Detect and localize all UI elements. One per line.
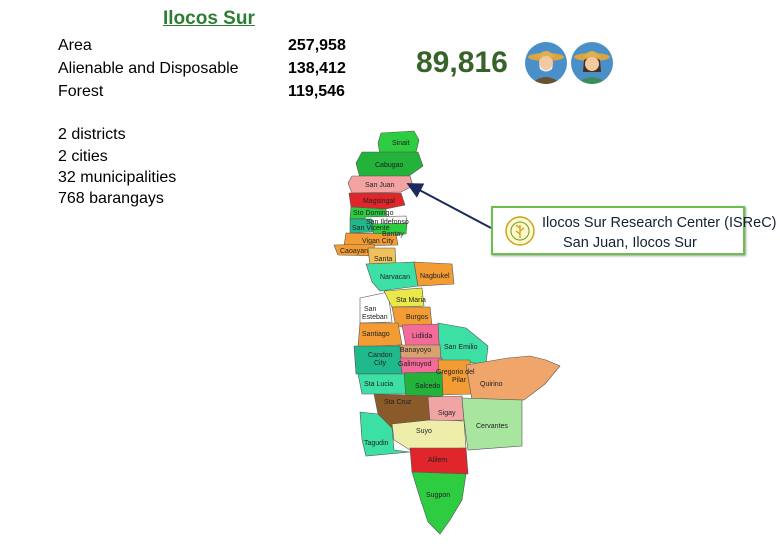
region-san-esteban xyxy=(359,291,393,324)
province-title: Ilocos Sur xyxy=(163,8,255,29)
female-farmer-icon xyxy=(571,42,613,84)
label-san-juan: San Juan xyxy=(365,182,395,189)
stat-label-forest: Forest xyxy=(58,83,104,100)
stat-label-area: Area xyxy=(58,37,92,54)
label-candon-1: Candon xyxy=(368,352,393,359)
region-narvacan xyxy=(365,261,419,292)
region-cervantes xyxy=(461,397,523,451)
stat-value-area: 257,958 xyxy=(288,37,346,54)
label-sigay: Sigay xyxy=(438,410,456,417)
callout-location: San Juan, Ilocos Sur xyxy=(563,235,697,251)
label-quirino: Quirino xyxy=(480,381,503,388)
label-bantay: Bantay xyxy=(382,231,404,238)
admin-districts: 2 districts xyxy=(58,126,126,143)
region-sugpon xyxy=(411,471,467,535)
label-sta-cruz: Sta Cruz xyxy=(384,399,412,406)
research-center-seal-icon xyxy=(505,216,535,246)
region-salcedo xyxy=(403,371,444,399)
region-sta-maria xyxy=(383,287,425,308)
label-suyo: Suyo xyxy=(416,428,432,435)
label-magsingal: Magsingal xyxy=(363,198,395,205)
label-san-vicente: San Vicente xyxy=(352,225,390,232)
admin-barangays: 768 barangays xyxy=(58,190,164,207)
label-san-emilio: San Emilio xyxy=(444,344,478,351)
label-caoayan: Caoayan xyxy=(340,248,368,255)
region-san-vicente xyxy=(349,218,374,234)
label-sinait: Sinait xyxy=(392,140,410,147)
label-sto-domingo: Sto Domingo xyxy=(353,210,394,217)
region-san-juan xyxy=(347,175,414,194)
label-lidlida: Lidlida xyxy=(412,333,432,340)
region-tagudin xyxy=(359,411,411,457)
admin-cities: 2 cities xyxy=(58,148,108,165)
label-san-esteban-1: San xyxy=(364,306,377,313)
label-sta-maria: Sta Maria xyxy=(396,297,426,304)
label-salcedo: Salcedo xyxy=(415,383,440,390)
stat-value-forest: 119,546 xyxy=(288,83,345,100)
label-san-esteban-2: Esteban xyxy=(362,314,388,321)
callout-title: Ilocos Sur Research Center (ISReC) xyxy=(542,215,777,231)
label-burgos: Burgos xyxy=(406,314,429,321)
region-nagbukel xyxy=(413,261,455,287)
label-cervantes: Cervantes xyxy=(476,423,508,430)
label-sugpon: Sugpon xyxy=(426,492,450,499)
label-banayoyo: Banayoyo xyxy=(400,347,431,354)
label-gregorio-1: Gregorio del xyxy=(436,369,475,376)
province-map: Sinait Cabugao San Juan Magsingal Sto Do… xyxy=(333,130,561,535)
region-magsingal xyxy=(348,192,406,210)
stat-value-alienable: 138,412 xyxy=(288,60,346,77)
label-nagbukel: Nagbukel xyxy=(420,273,450,280)
label-candon-2: City xyxy=(374,360,387,367)
label-cabugao: Cabugao xyxy=(375,162,404,169)
label-alilem: Alilem xyxy=(428,457,447,464)
label-santiago: Santiago xyxy=(362,331,390,338)
label-santa: Santa xyxy=(374,256,392,263)
label-san-ildefonso: San Ildefonso xyxy=(366,219,409,226)
male-farmer-icon xyxy=(525,42,567,84)
label-gregorio-2: Pilar xyxy=(452,377,467,384)
region-bantay xyxy=(371,222,408,237)
research-center-callout: Ilocos Sur Research Center (ISReC) San J… xyxy=(491,206,777,255)
label-vigan: Vigan City xyxy=(362,238,394,245)
region-alilem xyxy=(409,447,469,475)
region-vigan xyxy=(343,232,399,247)
label-narvacan: Narvacan xyxy=(380,274,410,281)
admin-municipalities: 32 municipalities xyxy=(58,169,177,186)
stat-label-alienable: Alienable and Disposable xyxy=(58,60,239,77)
farmers-count: 89,816 xyxy=(416,46,508,79)
label-tagudin: Tagudin xyxy=(364,440,389,447)
label-galimuyod: Galimuyod xyxy=(398,361,432,368)
label-sta-lucia: Sta Lucia xyxy=(364,381,393,388)
